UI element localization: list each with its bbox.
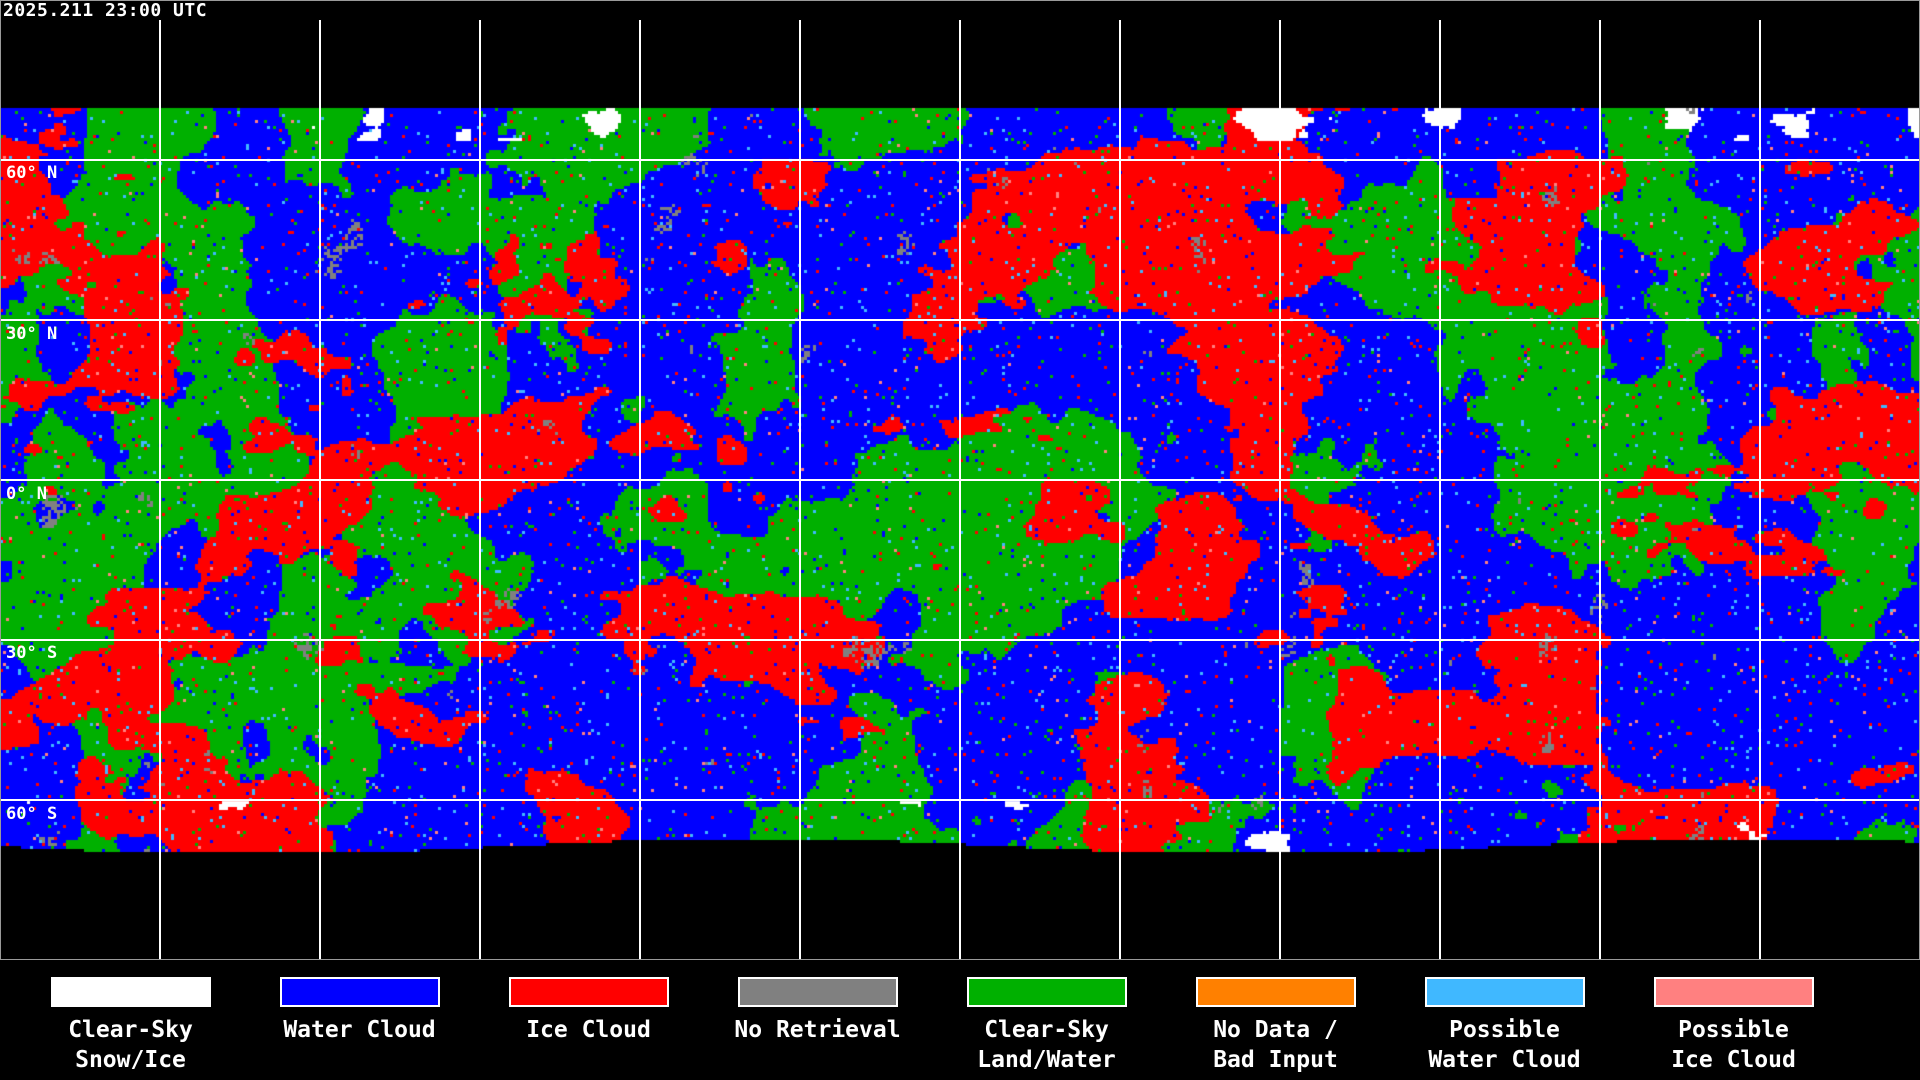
longitude-line [1439,20,1441,959]
latitude-line [0,799,1920,801]
legend-item-water-cloud: Water Cloud [245,977,474,1045]
lat-label-30n: 30° N [6,324,58,344]
legend-item-ice-cloud: Ice Cloud [474,977,703,1045]
longitude-line [159,20,161,959]
legend-swatch [737,977,898,1007]
longitude-line [1279,20,1281,959]
longitude-line [319,20,321,959]
longitude-line [479,20,481,959]
legend-label: Possible Water Cloud [1428,1017,1581,1073]
legend-item-no-retrieval: No Retrieval [703,977,932,1045]
legend-label: Clear-Sky Snow/Ice [68,1017,193,1073]
longitude-line [1759,20,1761,959]
legend-swatch [279,977,440,1007]
legend-swatch [966,977,1127,1007]
legend-label: No Data / Bad Input [1213,1017,1338,1073]
legend-item-clear-sky-land-water: Clear-Sky Land/Water [932,977,1161,1075]
longitude-line [959,20,961,959]
longitude-line [639,20,641,959]
lat-label-60s: 60° S [6,804,58,824]
timestamp-title: 2025.211 23:00 UTC [3,0,208,21]
legend-swatch [508,977,669,1007]
latitude-line [0,479,1920,481]
legend-label: No Retrieval [734,1017,901,1043]
lat-label-30s: 30° S [6,643,58,663]
legend-swatch [1424,977,1585,1007]
longitude-line [1119,20,1121,959]
legend-label: Ice Cloud [526,1017,651,1043]
legend-label: Clear-Sky Land/Water [977,1017,1116,1073]
legend-label: Water Cloud [283,1017,436,1043]
legend-item-no-data: No Data / Bad Input [1161,977,1390,1075]
legend-item-possible-ice-cloud: Possible Ice Cloud [1619,977,1848,1075]
legend-item-possible-water-cloud: Possible Water Cloud [1390,977,1619,1075]
longitude-line [1599,20,1601,959]
legend-label: Possible Ice Cloud [1671,1017,1796,1073]
legend-swatch [1653,977,1814,1007]
lat-label-60n: 60° N [6,163,58,183]
latitude-line [0,159,1920,161]
legend-item-clear-sky-snow-ice: Clear-Sky Snow/Ice [16,977,245,1075]
legend-swatch [50,977,211,1007]
latitude-line [0,319,1920,321]
legend-swatch [1195,977,1356,1007]
lat-label-0: 0° N [6,484,47,504]
longitude-line [799,20,801,959]
latitude-line [0,639,1920,641]
